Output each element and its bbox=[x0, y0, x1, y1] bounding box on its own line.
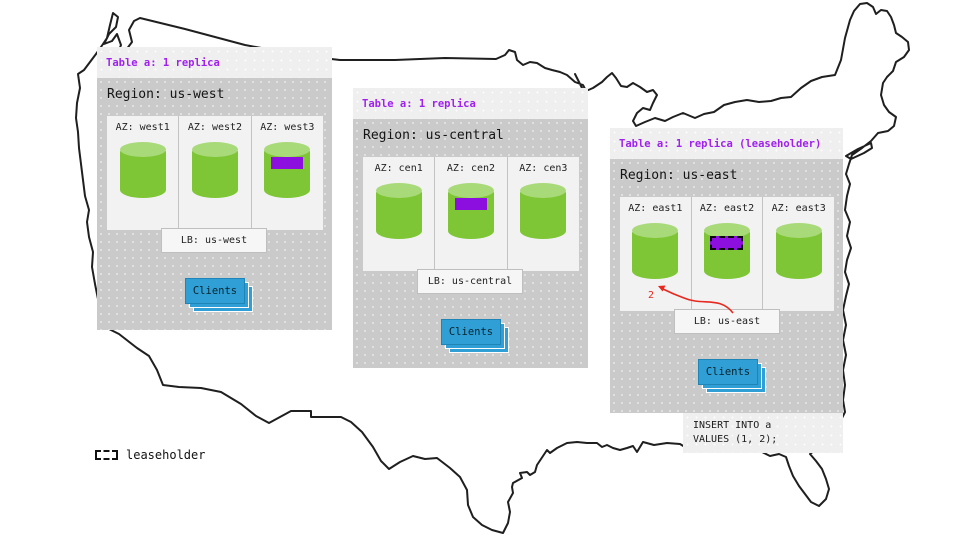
database-cylinder bbox=[520, 183, 567, 239]
load-balancer-box: LB: us-central bbox=[417, 269, 523, 294]
database-cylinder bbox=[119, 142, 166, 198]
table-replica-label: Table a: 1 replica bbox=[106, 56, 220, 69]
sql-line: INSERT INTO a bbox=[693, 420, 772, 431]
az-column: AZ: east3 bbox=[763, 197, 834, 311]
arrow-step-label: 2 bbox=[648, 290, 655, 301]
az-label: AZ: cen2 bbox=[446, 163, 496, 174]
leaseholder-legend-label: leaseholder bbox=[126, 448, 206, 462]
az-grid: AZ: east1 AZ: east2 AZ: east3 bbox=[620, 197, 834, 311]
leaseholder-legend: leaseholder bbox=[95, 448, 205, 462]
clients-label: Clients bbox=[698, 359, 758, 385]
replica-chip bbox=[271, 157, 304, 169]
clients-box: Clients bbox=[441, 319, 509, 353]
clients-label: Clients bbox=[441, 319, 501, 345]
leaseholder-swatch-icon bbox=[95, 450, 118, 460]
region-body: Region: us-west AZ: west1 AZ: west2 AZ: … bbox=[97, 78, 332, 330]
az-column: AZ: cen3 bbox=[508, 157, 579, 271]
az-label: AZ: west2 bbox=[187, 122, 243, 133]
region-title: Region: us-central bbox=[363, 128, 504, 143]
az-label: AZ: east2 bbox=[699, 203, 755, 214]
az-column: AZ: east1 bbox=[620, 197, 692, 311]
database-cylinder bbox=[375, 183, 422, 239]
az-column: AZ: west2 bbox=[179, 116, 252, 230]
database-cylinder bbox=[775, 223, 822, 279]
region-body: Region: us-east AZ: east1 AZ: east2 AZ: … bbox=[610, 159, 843, 413]
load-balancer-box: LB: us-east bbox=[674, 309, 780, 334]
database-cylinder bbox=[447, 183, 494, 239]
database-cylinder bbox=[264, 142, 311, 198]
sql-note: INSERT INTO a VALUES (1, 2); bbox=[683, 413, 843, 453]
region-panel-us-east: Table a: 1 replica (leaseholder) Region:… bbox=[610, 128, 843, 413]
database-cylinder bbox=[191, 142, 238, 198]
az-label: AZ: east1 bbox=[628, 203, 683, 214]
az-grid: AZ: west1 AZ: west2 AZ: west3 bbox=[107, 116, 323, 230]
az-column: AZ: west3 bbox=[252, 116, 323, 230]
region-panel-us-central: Table a: 1 replica Region: us-central AZ… bbox=[353, 88, 588, 368]
az-column: AZ: cen2 bbox=[435, 157, 508, 271]
clients-box: Clients bbox=[698, 359, 766, 393]
az-column: AZ: west1 bbox=[107, 116, 180, 230]
az-grid: AZ: cen1 AZ: cen2 AZ: cen3 bbox=[363, 157, 579, 271]
az-column: AZ: cen1 bbox=[363, 157, 436, 271]
az-label: AZ: west1 bbox=[115, 122, 170, 133]
sql-line: VALUES (1, 2); bbox=[693, 434, 778, 445]
az-label: AZ: cen3 bbox=[519, 163, 568, 174]
table-replica-header: Table a: 1 replica bbox=[97, 47, 332, 78]
clients-box: Clients bbox=[185, 278, 253, 312]
leaseholder-replica-chip bbox=[710, 236, 743, 250]
table-replica-header: Table a: 1 replica (leaseholder) bbox=[610, 128, 843, 159]
load-balancer-box: LB: us-west bbox=[161, 228, 267, 253]
az-label: AZ: cen1 bbox=[374, 163, 423, 174]
database-cylinder bbox=[704, 223, 750, 279]
database-cylinder bbox=[632, 223, 679, 279]
az-label: AZ: east3 bbox=[771, 203, 826, 214]
region-body: Region: us-central AZ: cen1 AZ: cen2 AZ:… bbox=[353, 119, 588, 368]
replica-chip bbox=[454, 198, 487, 210]
table-replica-label: Table a: 1 replica (leaseholder) bbox=[619, 137, 822, 150]
region-title: Region: us-east bbox=[620, 168, 738, 183]
az-label: AZ: west3 bbox=[260, 122, 315, 133]
region-title: Region: us-west bbox=[107, 87, 225, 102]
region-panel-us-west: Table a: 1 replica Region: us-west AZ: w… bbox=[97, 47, 332, 330]
az-column: AZ: east2 bbox=[692, 197, 764, 311]
clients-label: Clients bbox=[185, 278, 245, 304]
table-replica-header: Table a: 1 replica bbox=[353, 88, 588, 119]
table-replica-label: Table a: 1 replica bbox=[362, 97, 476, 110]
